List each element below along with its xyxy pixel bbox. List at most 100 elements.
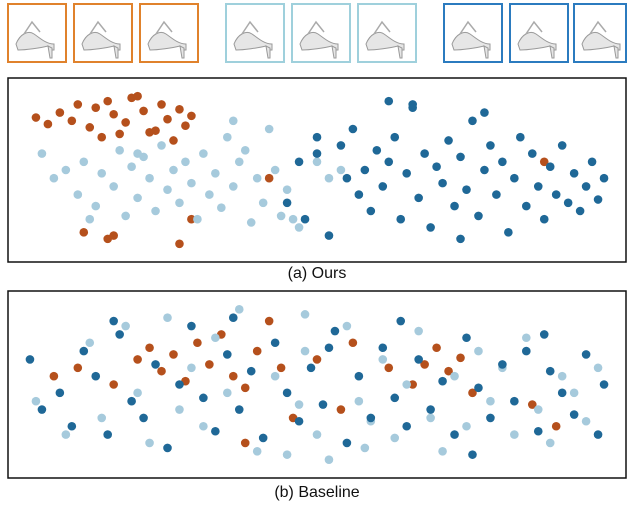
thumbnails: [8, 4, 626, 62]
point: [247, 367, 256, 376]
point: [414, 194, 423, 203]
point: [301, 347, 310, 356]
point: [235, 158, 244, 167]
point: [109, 182, 118, 191]
point: [133, 389, 142, 398]
point: [26, 355, 35, 364]
point: [169, 166, 178, 175]
point: [139, 107, 148, 116]
point: [402, 169, 411, 178]
point: [498, 158, 507, 167]
point: [552, 190, 561, 199]
point: [205, 190, 214, 199]
thumb-box: [140, 4, 198, 62]
point: [570, 410, 579, 419]
point: [474, 347, 483, 356]
point: [271, 372, 280, 381]
point: [223, 133, 232, 142]
point: [295, 417, 304, 426]
point: [79, 228, 88, 237]
point: [38, 149, 47, 158]
thumb-box: [74, 4, 132, 62]
point: [367, 414, 376, 423]
point: [343, 174, 352, 183]
point: [253, 174, 262, 183]
point: [534, 182, 543, 191]
point: [265, 125, 274, 134]
point: [145, 439, 154, 448]
point: [211, 333, 220, 342]
point: [498, 360, 507, 369]
point: [62, 430, 71, 439]
point: [402, 380, 411, 389]
point: [199, 422, 208, 431]
point: [241, 384, 250, 393]
point: [510, 174, 519, 183]
point: [253, 447, 262, 456]
point: [121, 212, 130, 221]
point: [38, 405, 47, 414]
point: [241, 439, 250, 448]
point: [50, 174, 59, 183]
point: [265, 174, 274, 183]
point: [468, 117, 477, 126]
point: [127, 162, 136, 171]
point: [79, 158, 88, 167]
point: [313, 149, 322, 158]
point: [74, 190, 83, 199]
point: [229, 117, 238, 126]
point: [163, 115, 172, 124]
point: [325, 231, 334, 240]
point: [414, 355, 423, 364]
point: [468, 450, 477, 459]
point: [594, 364, 603, 373]
point: [558, 389, 567, 398]
point: [97, 133, 106, 142]
point: [85, 338, 94, 347]
point: [121, 118, 130, 127]
point: [325, 174, 334, 183]
point: [337, 141, 346, 150]
point: [337, 166, 346, 175]
point: [211, 169, 220, 178]
point: [115, 130, 124, 139]
point: [187, 364, 196, 373]
point: [74, 364, 83, 373]
point: [313, 430, 322, 439]
point: [295, 400, 304, 409]
point: [277, 212, 286, 221]
point: [295, 223, 304, 232]
point: [91, 372, 100, 381]
point: [474, 212, 483, 221]
point: [325, 455, 334, 464]
point: [235, 405, 244, 414]
point: [390, 394, 399, 403]
point: [384, 158, 393, 167]
thumb-box: [8, 4, 66, 62]
point: [229, 182, 238, 191]
point: [145, 343, 154, 352]
point: [295, 158, 304, 167]
figure: (a) Ours(b) Baseline: [0, 0, 628, 508]
point: [456, 235, 465, 244]
point: [145, 174, 154, 183]
point: [408, 100, 417, 109]
point: [367, 207, 376, 216]
point: [432, 162, 441, 171]
point: [378, 343, 387, 352]
point: [570, 169, 579, 178]
point: [355, 372, 364, 381]
point: [259, 199, 268, 208]
point: [390, 434, 399, 443]
point: [588, 158, 597, 167]
point: [193, 215, 202, 224]
point: [540, 215, 549, 224]
point: [205, 360, 214, 369]
point: [163, 185, 172, 194]
point: [582, 417, 591, 426]
point: [181, 158, 190, 167]
point: [373, 146, 382, 155]
point: [271, 166, 280, 175]
thumb-box: [292, 4, 350, 62]
point: [283, 450, 292, 459]
